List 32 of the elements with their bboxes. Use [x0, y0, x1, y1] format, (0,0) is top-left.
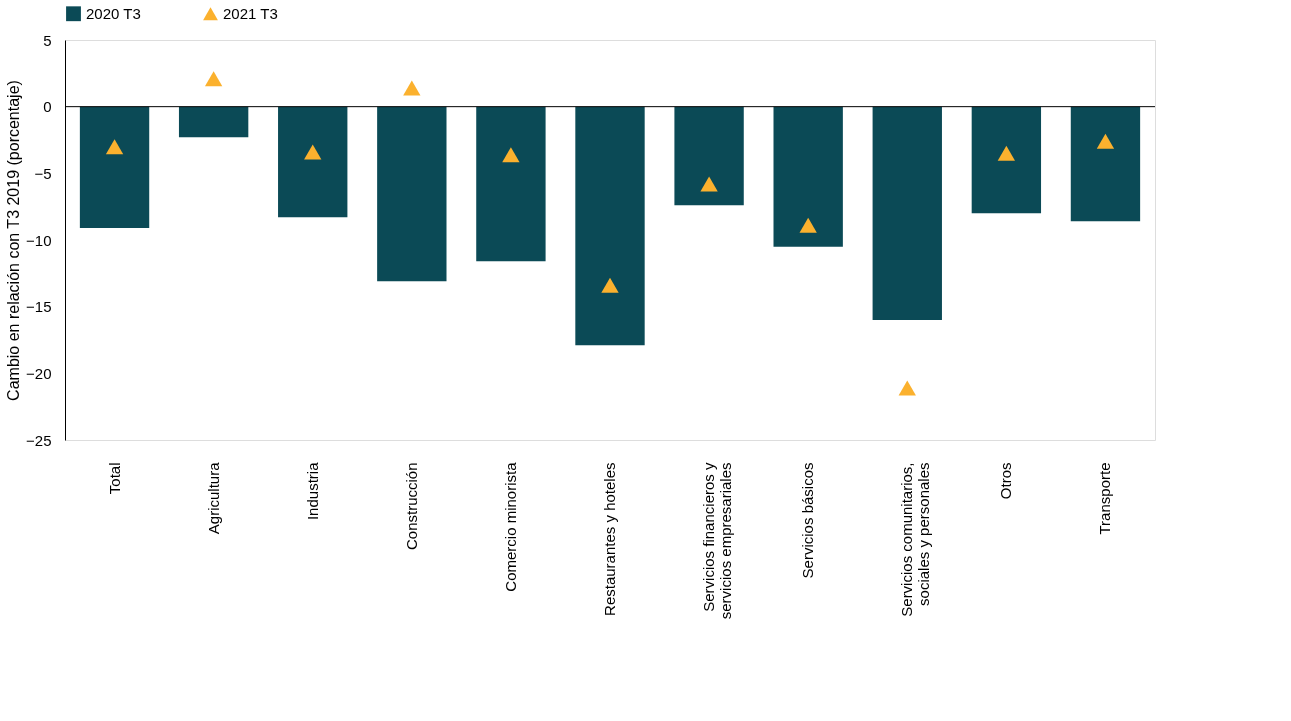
legend-label: 2020 T3 [86, 4, 141, 22]
x-tick-label: Servicios comunitarios, sociales y personales [898, 462, 933, 617]
y-tick-label: −25 [26, 431, 52, 449]
point [997, 145, 1016, 161]
x-tick-label: Servicios básicos [799, 462, 817, 579]
x-tick-label: Restaurantes y hoteles [601, 462, 618, 616]
point [601, 277, 619, 293]
point [502, 147, 520, 163]
x-tick-label: Comercio minorista [501, 461, 519, 592]
y-tick-label: −10 [26, 231, 52, 249]
point [1096, 133, 1115, 149]
x-tick-label: Transporte [1096, 462, 1114, 535]
x-tick-label: Agricultura [204, 461, 222, 535]
point [105, 139, 124, 155]
x-tick-label: Total [105, 462, 123, 495]
x-tick-label: Construcción [402, 462, 420, 551]
x-tick-label: Servicios financieros y servicios empresariales [700, 462, 735, 620]
y-tick-label: −5 [34, 164, 52, 182]
point [403, 80, 421, 96]
point [799, 217, 817, 233]
point [204, 71, 223, 87]
y-axis-title: Cambio en relación con T3 2019 (porcentaje) [5, 80, 23, 401]
y-tick-label: −20 [26, 364, 52, 382]
x-tick-label: Otros [997, 462, 1015, 500]
point [304, 144, 322, 160]
y-tick-label: −15 [26, 298, 52, 316]
legend-label: 2021 T3 [223, 4, 278, 22]
x-tick-label: Industria [303, 461, 321, 521]
point [700, 176, 718, 192]
point [898, 380, 916, 396]
y-tick-label: 5 [43, 31, 52, 49]
y-tick-label: 0 [43, 98, 52, 116]
